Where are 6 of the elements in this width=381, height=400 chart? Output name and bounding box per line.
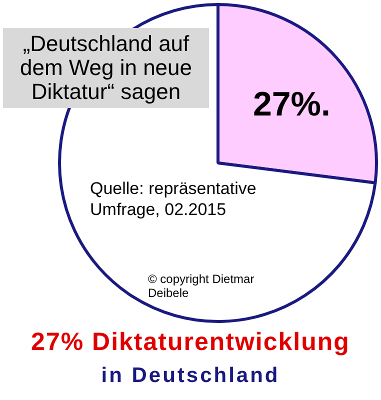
data-label: 27%.	[252, 85, 330, 124]
text: © copyright Dietmar Deibele	[148, 272, 256, 300]
text: in Deutschland	[100, 364, 281, 388]
source-note: Quelle: repräsentative Umfrage, 02.2015	[90, 178, 258, 220]
text: „Deutschland auf dem Weg in neue Diktatur“ sagen	[3, 28, 209, 108]
text: 27% Diktaturentwicklung	[30, 328, 351, 357]
